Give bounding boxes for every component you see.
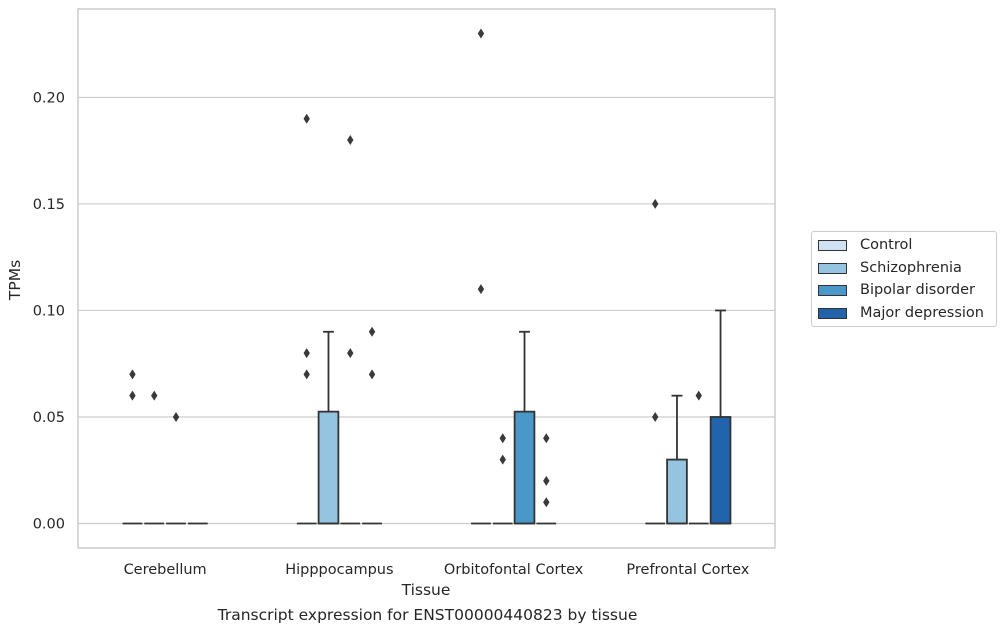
box: [666, 458, 688, 525]
outlier-point: [129, 390, 136, 401]
outlier-point: [368, 326, 376, 337]
outlier-point: [477, 28, 485, 39]
legend-label-major-depression: Major depression: [860, 305, 984, 321]
outlier-point: [347, 135, 354, 146]
legend-swatch-major-depression: [818, 307, 847, 319]
y-tick-label: 0.15: [33, 197, 65, 213]
legend-label-schizophrenia: Schizophrenia: [860, 260, 962, 276]
box: [709, 416, 732, 525]
legend-swatch-control: [818, 239, 847, 251]
y-tick-label: 0.00: [33, 517, 65, 533]
outlier-point: [652, 411, 659, 422]
legend-item-major-depression: Major depression: [818, 303, 984, 323]
x-tick-label: Prefrontal Cortex: [626, 562, 749, 578]
y-tick-label: 0.05: [33, 410, 65, 426]
outlier-point: [303, 369, 310, 380]
box: [317, 410, 340, 525]
outlier-point: [543, 475, 550, 486]
outlier-point: [477, 284, 485, 295]
outlier-point: [172, 411, 180, 422]
legend-label-bipolar-disorder: Bipolar disorder: [860, 282, 975, 298]
outlier-point: [368, 369, 376, 380]
chart-caption: Transcript expression for ENST0000044082…: [217, 606, 638, 624]
y-tick-label: 0.10: [33, 303, 65, 319]
y-axis-title: TPMs: [6, 260, 24, 301]
box-groups: [122, 28, 732, 525]
legend-swatch-bipolar-disorder: [818, 284, 847, 296]
legend: Control Schizophrenia Bipolar disorder M…: [811, 231, 997, 327]
legend-swatch-schizophrenia: [818, 262, 847, 274]
plot-frame: [77, 8, 776, 549]
legend-item-control: Control: [818, 235, 912, 255]
legend-label-control: Control: [860, 237, 913, 253]
x-tick-labels: Cerebellum Hipppocampus Orbitofontal Corte…: [124, 562, 750, 578]
outlier-point: [347, 348, 354, 359]
x-tick-label: Cerebellum: [124, 562, 207, 578]
outlier-point: [543, 433, 550, 444]
outlier-point: [129, 369, 136, 380]
box: [513, 410, 536, 525]
y-tick-label: 0.20: [33, 90, 65, 106]
outlier-point: [695, 390, 702, 401]
x-tick-label: Hipppocampus: [285, 562, 393, 578]
outlier-point: [499, 454, 506, 465]
outlier-point: [303, 348, 310, 359]
outlier-point: [652, 198, 659, 209]
x-tick-label: Orbitofontal Cortex: [444, 562, 584, 578]
outlier-point: [151, 390, 158, 401]
legend-item-bipolar-disorder: Bipolar disorder: [818, 280, 975, 300]
outlier-point: [303, 113, 310, 124]
outlier-point: [499, 433, 506, 444]
x-axis-title: Tissue: [401, 581, 451, 599]
legend-item-schizophrenia: Schizophrenia: [818, 258, 962, 278]
outlier-point: [543, 497, 550, 508]
y-tick-labels: 0.00 0.05 0.10 0.15 0.20: [33, 90, 65, 532]
